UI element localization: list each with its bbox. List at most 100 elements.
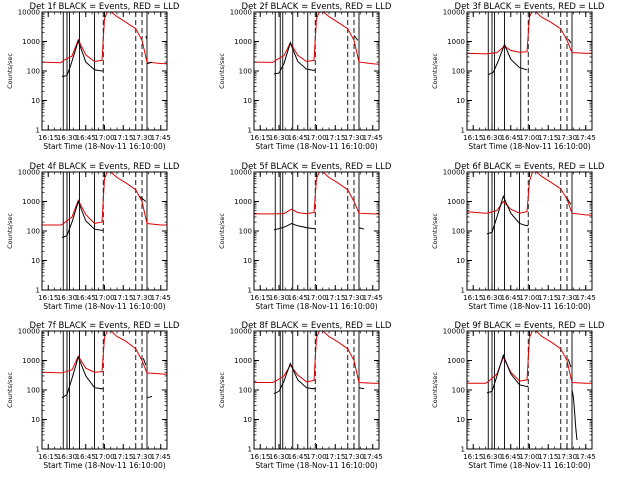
y-tick-label: 1: [36, 446, 40, 454]
x-tick-label: 17:15: [538, 453, 558, 461]
x-tick-label: 17:30: [557, 134, 577, 142]
y-tick-label: 100: [452, 228, 465, 236]
y-tick-label: 100: [239, 68, 252, 76]
events-series-line: [145, 36, 148, 40]
plot-frame: [41, 330, 168, 450]
x-axis-label: Start Time (18-Nov-11 16:10:00): [255, 142, 377, 151]
x-tick-label: 17:45: [151, 453, 171, 461]
lld-series-line: [254, 331, 379, 384]
x-tick-label: 16:45: [501, 294, 521, 302]
events-series-line: [358, 387, 365, 390]
marker-lines: [274, 172, 360, 290]
events-series-line: [567, 359, 572, 368]
x-tick-label: 16:15: [463, 453, 483, 461]
x-axis-label: Start Time (18-Nov-11 16:10:00): [43, 302, 165, 311]
x-tick-label: 16:30: [269, 453, 289, 461]
y-tick-label: 10: [31, 416, 40, 424]
x-tick-label: 17:00: [306, 294, 326, 302]
lld-series-line: [42, 172, 167, 226]
x-tick-label: 17:45: [363, 134, 383, 142]
events-series-line: [571, 389, 578, 441]
x-tick-label: 17:00: [94, 134, 114, 142]
y-axis-label: Counts/sec: [218, 53, 226, 89]
y-axis-label: Counts/sec: [431, 372, 439, 408]
x-tick-label: 16:45: [288, 294, 308, 302]
events-series-line: [353, 35, 359, 41]
x-tick-label: 16:15: [250, 453, 270, 461]
x-tick-label: 17:30: [557, 294, 577, 302]
y-tick-label: 10000: [18, 328, 40, 336]
y-axis-label: Counts/sec: [431, 213, 439, 249]
panel-title: Det 9f BLACK = Events, RED = LLD: [455, 321, 605, 331]
y-tick-label: 1000: [22, 198, 40, 206]
x-tick-label: 16:15: [250, 294, 270, 302]
x-tick-label: 17:45: [576, 134, 596, 142]
x-tick-label: 17:30: [344, 294, 364, 302]
y-tick-label: 10000: [230, 328, 252, 336]
events-series-line: [146, 61, 153, 65]
series-group: [42, 331, 167, 399]
series-group: [254, 12, 379, 75]
panel-det-2: Det 2f BLACK = Events, RED = LLD Counts/s…: [218, 2, 392, 151]
x-tick-label: 17:45: [151, 134, 171, 142]
y-tick-label: 10: [31, 257, 40, 265]
marker-lines: [62, 172, 148, 290]
events-series-line: [358, 227, 365, 230]
x-tick-label: 17:00: [94, 294, 114, 302]
x-tick-label: 17:30: [132, 134, 152, 142]
events-series-line: [486, 353, 529, 394]
plot-frame: [253, 171, 380, 291]
y-tick-label: 100: [452, 68, 465, 76]
y-tick-label: 1: [36, 287, 40, 295]
x-tick-label: 17:30: [344, 453, 364, 461]
y-tick-label: 100: [27, 387, 40, 395]
panel-title: Det 8f BLACK = Events, RED = LLD: [242, 321, 392, 331]
lld-series-line: [42, 331, 167, 375]
lld-series-line: [467, 331, 592, 384]
series-group: [42, 12, 167, 77]
x-tick-label: 16:30: [57, 453, 77, 461]
y-tick-label: 10000: [443, 169, 465, 177]
y-tick-label: 100: [239, 228, 252, 236]
y-tick-label: 1: [248, 287, 252, 295]
y-tick-label: 10000: [18, 169, 40, 177]
y-tick-label: 10000: [230, 9, 252, 17]
events-series-line: [61, 199, 104, 238]
y-tick-label: 1000: [447, 198, 465, 206]
x-axis-label: Start Time (18-Nov-11 16:10:00): [43, 461, 165, 470]
series-group: [254, 331, 379, 395]
events-series-line: [61, 39, 104, 77]
x-tick-label: 17:30: [132, 294, 152, 302]
y-tick-label: 1: [248, 446, 252, 454]
panel-det-9: Det 9f BLACK = Events, RED = LLD Counts/s…: [431, 321, 605, 470]
marker-lines: [62, 331, 148, 449]
y-tick-label: 100: [452, 387, 465, 395]
x-tick-label: 16:30: [57, 134, 77, 142]
lld-series-line: [254, 12, 379, 65]
y-tick-label: 10: [243, 257, 252, 265]
y-tick-label: 10: [31, 97, 40, 105]
x-tick-label: 17:45: [151, 294, 171, 302]
panel-det-7: Det 7f BLACK = Events, RED = LLD Counts/s…: [6, 321, 180, 470]
y-axis-label: Counts/sec: [6, 213, 14, 249]
marker-lines: [487, 12, 573, 130]
events-series-line: [567, 38, 572, 44]
events-series-line: [486, 194, 529, 235]
x-tick-label: 16:45: [76, 453, 96, 461]
y-tick-label: 1: [36, 127, 40, 135]
x-tick-label: 17:15: [113, 134, 133, 142]
lld-series-line: [467, 172, 592, 216]
events-series-line: [273, 222, 316, 231]
plot-frame: [253, 11, 380, 131]
x-tick-label: 17:30: [344, 134, 364, 142]
panel-title: Det 5f BLACK = Events, RED = LLD: [242, 162, 392, 172]
plot-frame: [466, 330, 593, 450]
events-series-line: [488, 43, 528, 76]
events-series-line: [142, 358, 147, 366]
lld-series-line: [254, 172, 379, 215]
events-series-line: [146, 396, 153, 399]
x-tick-label: 17:45: [363, 453, 383, 461]
panel-title: Det 6f BLACK = Events, RED = LLD: [455, 162, 605, 172]
